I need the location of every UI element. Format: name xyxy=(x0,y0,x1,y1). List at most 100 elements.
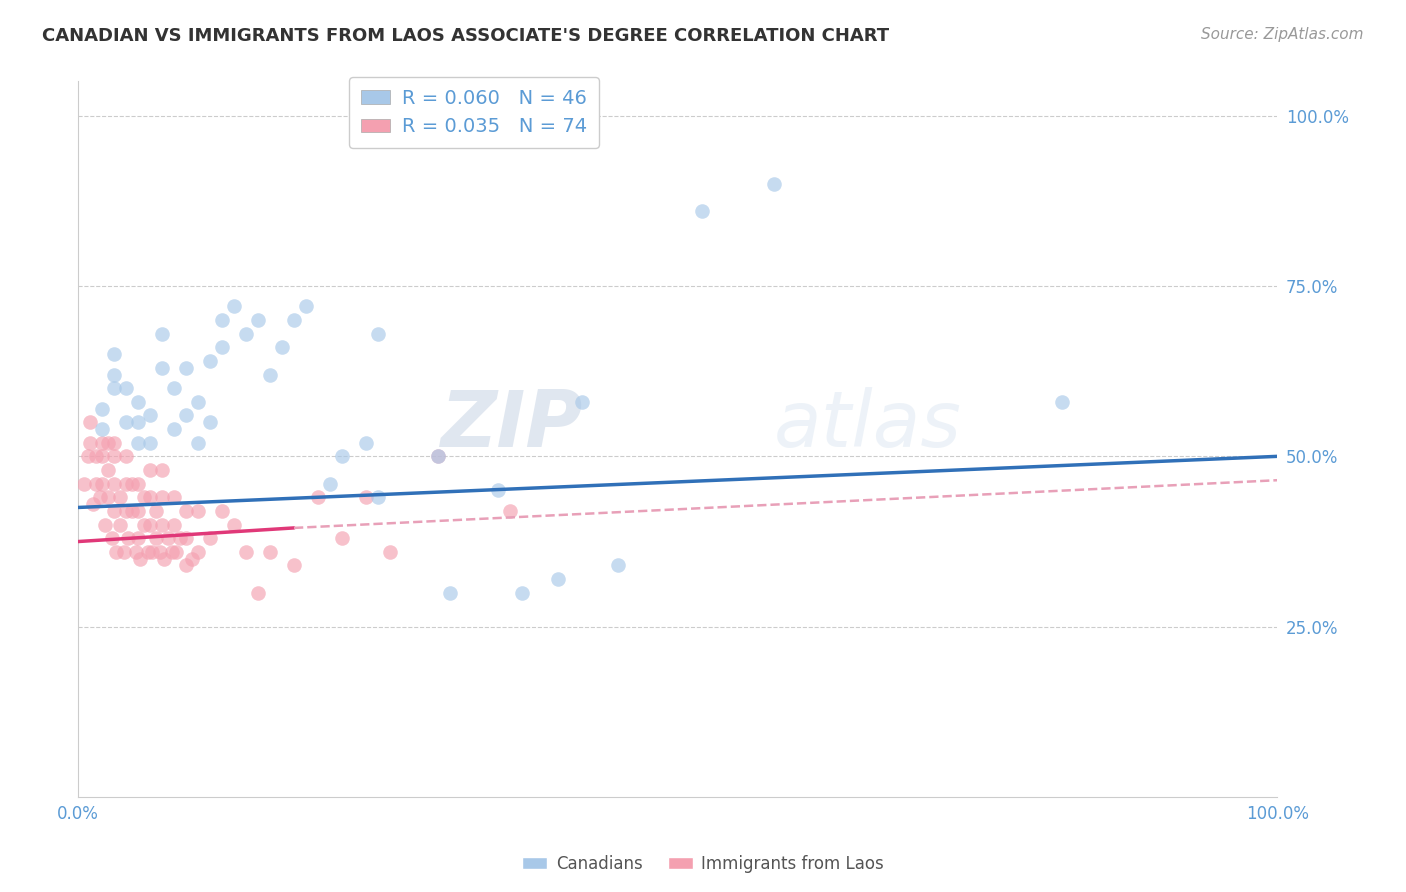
Point xyxy=(187,435,209,450)
Point xyxy=(115,450,138,464)
Point xyxy=(259,368,281,382)
Point xyxy=(690,204,713,219)
Point xyxy=(235,326,257,341)
Point xyxy=(73,476,96,491)
Point xyxy=(222,517,245,532)
Point xyxy=(127,394,149,409)
Point xyxy=(187,545,209,559)
Point xyxy=(127,415,149,429)
Point xyxy=(166,545,188,559)
Text: atlas: atlas xyxy=(773,387,962,463)
Point xyxy=(149,545,172,559)
Point xyxy=(174,558,197,573)
Point xyxy=(108,517,131,532)
Point xyxy=(153,551,176,566)
Point xyxy=(307,490,329,504)
Point xyxy=(283,558,305,573)
Point xyxy=(150,490,173,504)
Point xyxy=(115,415,138,429)
Point xyxy=(129,551,152,566)
Point xyxy=(84,476,107,491)
Point xyxy=(93,517,115,532)
Point xyxy=(510,585,533,599)
Point xyxy=(211,340,233,354)
Point xyxy=(127,531,149,545)
Point xyxy=(367,326,389,341)
Point xyxy=(117,531,139,545)
Legend: Canadians, Immigrants from Laos: Canadians, Immigrants from Laos xyxy=(516,848,890,880)
Point xyxy=(136,545,159,559)
Legend: R = 0.060   N = 46, R = 0.035   N = 74: R = 0.060 N = 46, R = 0.035 N = 74 xyxy=(349,77,599,148)
Point xyxy=(139,463,162,477)
Point xyxy=(139,517,162,532)
Point xyxy=(150,360,173,375)
Point xyxy=(103,450,125,464)
Point xyxy=(354,490,377,504)
Point xyxy=(115,504,138,518)
Point xyxy=(439,585,461,599)
Point xyxy=(211,313,233,327)
Text: CANADIAN VS IMMIGRANTS FROM LAOS ASSOCIATE'S DEGREE CORRELATION CHART: CANADIAN VS IMMIGRANTS FROM LAOS ASSOCIA… xyxy=(42,27,890,45)
Point xyxy=(103,381,125,395)
Point xyxy=(486,483,509,498)
Point xyxy=(378,545,401,559)
Point xyxy=(1050,394,1073,409)
Point xyxy=(84,450,107,464)
Point xyxy=(127,435,149,450)
Point xyxy=(141,545,163,559)
Point xyxy=(174,504,197,518)
Point xyxy=(139,435,162,450)
Point xyxy=(108,490,131,504)
Point xyxy=(79,435,101,450)
Point xyxy=(222,299,245,313)
Point xyxy=(547,572,569,586)
Point xyxy=(150,326,173,341)
Point xyxy=(198,354,221,368)
Text: Source: ZipAtlas.com: Source: ZipAtlas.com xyxy=(1201,27,1364,42)
Point xyxy=(76,450,98,464)
Point xyxy=(103,476,125,491)
Point xyxy=(235,545,257,559)
Point xyxy=(79,415,101,429)
Point xyxy=(100,531,122,545)
Point xyxy=(198,531,221,545)
Point xyxy=(121,476,143,491)
Point xyxy=(319,476,342,491)
Point xyxy=(247,585,270,599)
Point xyxy=(247,313,270,327)
Text: ZIP: ZIP xyxy=(440,387,582,463)
Point xyxy=(426,450,449,464)
Point xyxy=(187,394,209,409)
Point xyxy=(112,545,135,559)
Point xyxy=(211,504,233,518)
Point xyxy=(82,497,104,511)
Point xyxy=(163,490,186,504)
Point xyxy=(259,545,281,559)
Point xyxy=(145,531,167,545)
Point xyxy=(354,435,377,450)
Point xyxy=(150,517,173,532)
Point xyxy=(606,558,628,573)
Point xyxy=(295,299,318,313)
Point xyxy=(97,463,120,477)
Point xyxy=(91,401,114,416)
Point xyxy=(125,545,148,559)
Point xyxy=(330,450,353,464)
Point xyxy=(103,347,125,361)
Point xyxy=(139,490,162,504)
Point xyxy=(91,422,114,436)
Point xyxy=(499,504,522,518)
Point xyxy=(103,435,125,450)
Point xyxy=(169,531,191,545)
Point xyxy=(127,504,149,518)
Point xyxy=(160,545,183,559)
Point xyxy=(89,490,111,504)
Point xyxy=(103,368,125,382)
Point xyxy=(187,504,209,518)
Point xyxy=(115,476,138,491)
Point xyxy=(115,381,138,395)
Point xyxy=(97,435,120,450)
Point xyxy=(163,381,186,395)
Point xyxy=(174,360,197,375)
Point xyxy=(105,545,128,559)
